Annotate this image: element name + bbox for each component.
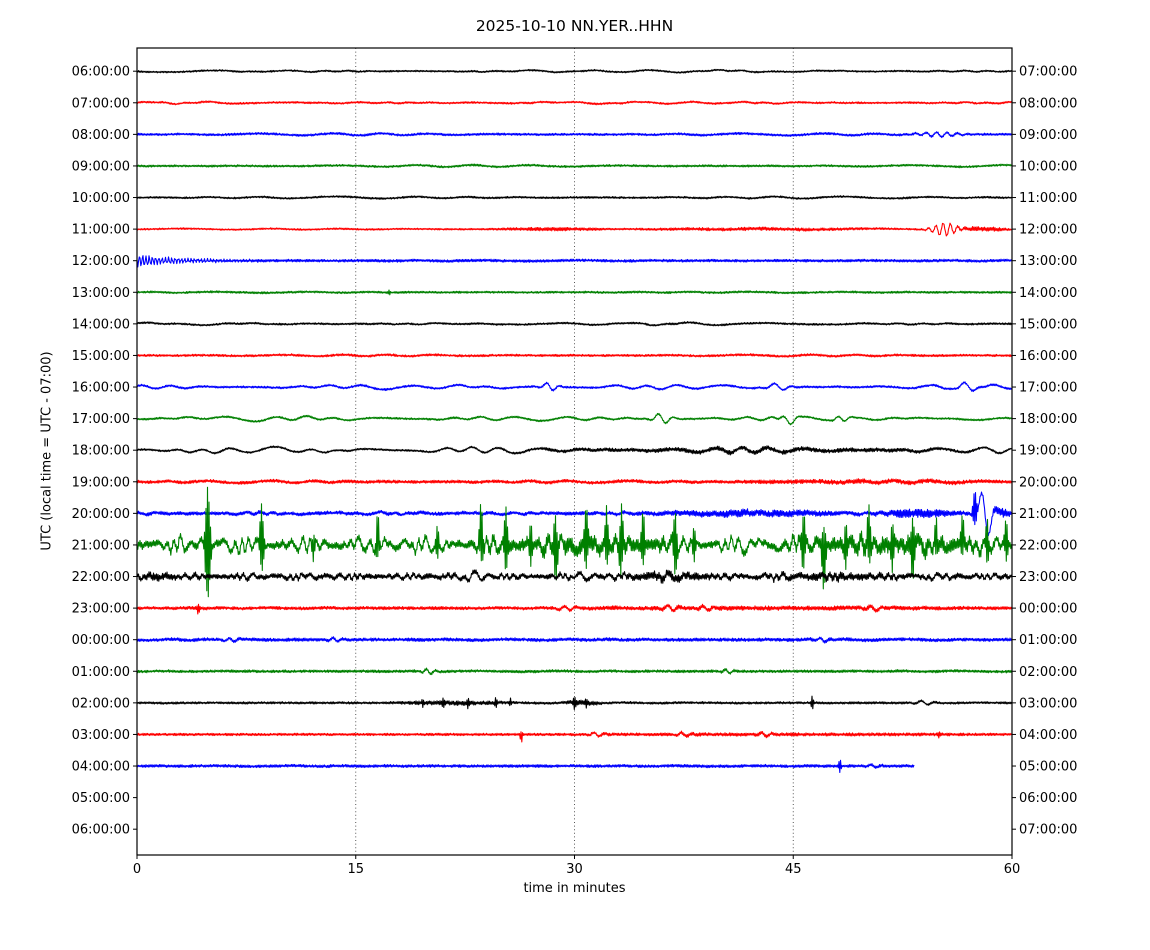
right-time-label: 03:00:00	[1019, 696, 1077, 711]
left-time-label: 13:00:00	[72, 286, 130, 301]
x-axis-label: time in minutes	[523, 881, 626, 896]
x-tick-label: 45	[785, 862, 802, 877]
plot-border	[136, 47, 1013, 856]
x-tick-label: 15	[347, 862, 364, 877]
left-time-label: 18:00:00	[72, 444, 130, 459]
right-time-label: 15:00:00	[1019, 317, 1077, 332]
trace-row-5-11:00:00	[137, 222, 1012, 237]
right-time-label: 20:00:00	[1019, 475, 1077, 490]
trace-row-2-08:00:00	[137, 131, 1012, 139]
trace-row-3-09:00:00	[137, 163, 1012, 169]
left-time-label: 17:00:00	[72, 412, 130, 427]
right-time-label: 02:00:00	[1019, 665, 1077, 680]
right-time-label: 13:00:00	[1019, 254, 1077, 269]
right-time-label: 00:00:00	[1019, 602, 1077, 617]
trace-row-15-21:00:00	[137, 486, 1012, 598]
left-time-label: 22:00:00	[72, 570, 130, 585]
left-time-label: 09:00:00	[72, 159, 130, 174]
right-time-label: 18:00:00	[1019, 412, 1077, 427]
left-time-label: 21:00:00	[72, 538, 130, 553]
right-time-label: 04:00:00	[1019, 728, 1077, 743]
left-time-label: 07:00:00	[72, 96, 130, 111]
left-time-label: 20:00:00	[72, 507, 130, 522]
trace-row-12-18:00:00	[137, 445, 1012, 456]
right-time-label: 10:00:00	[1019, 159, 1077, 174]
trace-row-7-13:00:00	[137, 289, 1012, 296]
right-time-label: 14:00:00	[1019, 286, 1077, 301]
x-tick-label: 30	[566, 862, 583, 877]
trace-row-14-20:00:00	[137, 491, 1012, 537]
chart-title: 2025-10-10 NN.YER..HHN	[475, 17, 674, 35]
right-time-label: 11:00:00	[1019, 191, 1077, 206]
traces-group	[137, 68, 1012, 774]
left-time-label: 01:00:00	[72, 665, 130, 680]
right-time-label: 01:00:00	[1019, 633, 1077, 648]
left-time-label: 02:00:00	[72, 696, 130, 711]
left-time-label: 16:00:00	[72, 381, 130, 396]
trace-row-1-07:00:00	[137, 100, 1012, 106]
right-time-label: 19:00:00	[1019, 444, 1077, 459]
left-time-label: 23:00:00	[72, 602, 130, 617]
right-time-label: 07:00:00	[1019, 65, 1077, 80]
left-time-label: 04:00:00	[72, 760, 130, 775]
left-time-label: 03:00:00	[72, 728, 130, 743]
right-time-label: 09:00:00	[1019, 128, 1077, 143]
trace-row-21-03:00:00	[137, 730, 1012, 743]
trace-row-10-16:00:00	[137, 381, 1012, 393]
right-time-label: 16:00:00	[1019, 349, 1077, 364]
trace-row-11-17:00:00	[137, 412, 1012, 426]
trace-row-4-10:00:00	[137, 195, 1012, 200]
right-time-label: 21:00:00	[1019, 507, 1077, 522]
left-time-label: 06:00:00	[72, 65, 130, 80]
left-time-label: 05:00:00	[72, 791, 130, 806]
right-time-label: 17:00:00	[1019, 381, 1077, 396]
left-time-label: 14:00:00	[72, 317, 130, 332]
right-time-label: 05:00:00	[1019, 760, 1077, 775]
trace-row-18-00:00:00	[137, 636, 1012, 644]
trace-row-17-23:00:00	[137, 603, 1012, 615]
trace-row-22-04:00:00	[137, 759, 915, 774]
left-time-label: 19:00:00	[72, 475, 130, 490]
left-time-label: 11:00:00	[72, 223, 130, 238]
trace-row-0-06:00:00	[137, 68, 1012, 74]
left-time-label: 15:00:00	[72, 349, 130, 364]
trace-row-8-14:00:00	[137, 321, 1012, 327]
x-tick-label: 0	[133, 862, 141, 877]
trace-row-20-02:00:00	[137, 695, 1012, 711]
trace-row-16-22:00:00	[137, 569, 1012, 584]
left-time-label: 00:00:00	[72, 633, 130, 648]
trace-row-9-15:00:00	[137, 353, 1012, 358]
right-time-label: 12:00:00	[1019, 223, 1077, 238]
trace-row-6-12:00:00	[137, 255, 1012, 268]
left-time-label: 10:00:00	[72, 191, 130, 206]
trace-row-13-19:00:00	[137, 478, 1012, 486]
left-time-label: 08:00:00	[72, 128, 130, 143]
right-time-label: 22:00:00	[1019, 538, 1077, 553]
right-time-label: 07:00:00	[1019, 823, 1077, 838]
left-time-label: 06:00:00	[72, 823, 130, 838]
trace-row-19-01:00:00	[137, 667, 1012, 676]
left-time-label: 12:00:00	[72, 254, 130, 269]
right-time-label: 23:00:00	[1019, 570, 1077, 585]
right-time-label: 08:00:00	[1019, 96, 1077, 111]
x-tick-label: 60	[1004, 862, 1021, 877]
right-time-label: 06:00:00	[1019, 791, 1077, 806]
